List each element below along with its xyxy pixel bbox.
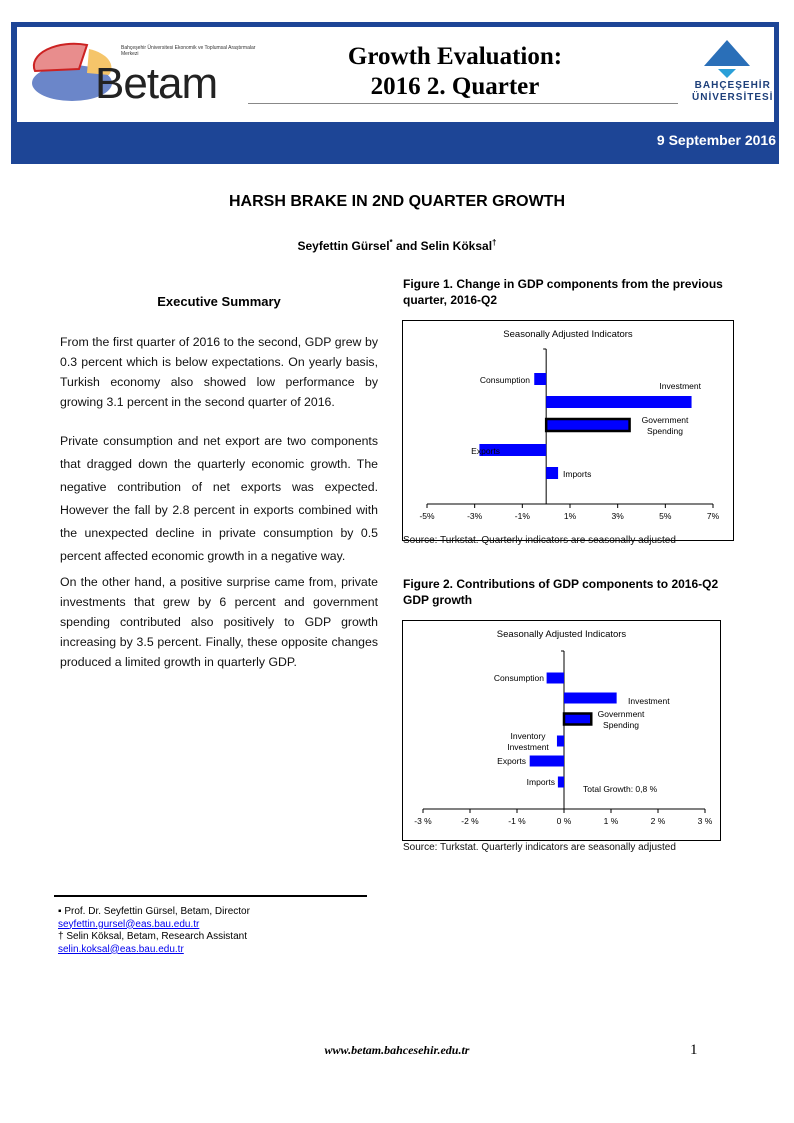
bar-inventory-investment [556, 735, 564, 747]
author-2-mark: † [492, 238, 497, 247]
x-tick-label: 5% [659, 511, 672, 521]
figure-1-chart: Seasonally Adjusted Indicators -5% -3% -1% 1… [402, 320, 734, 541]
total-growth-annotation: Total Growth: 0,8 % [583, 784, 658, 794]
bar-label: Imports [527, 777, 555, 787]
bar-label: Inventory Investment [507, 731, 549, 752]
headline: HARSH BRAKE IN 2ND QUARTER GROWTH [229, 193, 565, 210]
email-link-2[interactable]: selin.koksal@eas.bau.edu.tr [58, 943, 184, 955]
x-tick-label: 3 % [698, 816, 713, 826]
chart-title: Seasonally Adjusted Indicators [503, 329, 633, 340]
figure-1-caption: Figure 1. Change in GDP components from … [403, 277, 723, 307]
figure-2-caption: Figure 2. Contributions of GDP component… [403, 577, 719, 607]
bar-consumption [546, 672, 564, 684]
bar-label: Consumption [480, 375, 530, 385]
page-number: 1 [690, 1042, 698, 1058]
figure-2-source: Source: Turkstat. Quarterly indicators a… [403, 842, 676, 853]
x-tick-label: -2 % [461, 816, 479, 826]
authors-joiner: and [392, 239, 421, 253]
publication-date: 9 September 2016 [656, 132, 776, 148]
footnote-divider [54, 895, 367, 897]
betam-pie-logo-icon [32, 42, 112, 101]
report-title: Growth Evaluation: 2016 2. Quarter [300, 42, 610, 102]
x-tick-label: -1 % [508, 816, 526, 826]
university-line-2: ÜNİVERSİTESİ [692, 92, 774, 103]
bar-government-spending [544, 417, 631, 433]
bar-investment [564, 692, 617, 704]
x-tick-label: 7% [707, 511, 720, 521]
title-line-1: Growth Evaluation: [347, 43, 563, 70]
figure-1-source: Source: Turkstat. Quarterly indicators a… [403, 535, 676, 546]
bar-investment [546, 396, 692, 408]
x-tick-label: 3% [612, 511, 625, 521]
authors: Seyfettin Gürsel* and Selin Köksal† [0, 238, 794, 253]
bar-label: Exports [471, 446, 500, 456]
bar-consumption [534, 373, 547, 385]
bar-label: Exports [497, 756, 526, 766]
x-tick-label: 1 % [604, 816, 619, 826]
betam-logo: Betam [95, 59, 218, 108]
bar-imports [557, 776, 564, 788]
summary-heading: Executive Summary [157, 294, 281, 309]
bar-label: Investment [628, 696, 670, 706]
bar-label: Government Spending [642, 415, 689, 436]
summary-body: From the first quarter of 2016 to the se… [60, 332, 378, 672]
bar-imports [546, 467, 559, 479]
bar-label: Government Spending [598, 709, 645, 730]
x-tick-label: -3% [467, 511, 483, 521]
x-tick-label: -1% [515, 511, 531, 521]
footnote-2: † Selin Köksal, Betam, Research Assistan… [58, 931, 247, 942]
bar-government-spending [562, 712, 593, 726]
summary-paragraph: On the other hand, a positive surprise c… [60, 575, 378, 669]
figure-2-chart: Seasonally Adjusted Indicators -3 % -2 % -1… [402, 620, 721, 841]
bar-label: Consumption [494, 673, 544, 683]
university-name: BAHÇEŞEHİR ÜNİVERSİTESİ [692, 80, 773, 104]
author-1-mark: * [389, 238, 393, 247]
x-tick-label: -3 % [414, 816, 432, 826]
summary-paragraph: Private consumption and net export are t… [60, 434, 378, 563]
x-tick-label: 0 % [557, 816, 572, 826]
bar-exports [479, 444, 547, 456]
email-link-1[interactable]: seyfettin.gursel@eas.bau.edu.tr [58, 918, 200, 930]
x-tick-label: 1% [564, 511, 577, 521]
x-tick-label: 2 % [651, 816, 666, 826]
bar-label: Imports [563, 469, 591, 479]
footer-url[interactable]: www.betam.bahcesehir.edu.tr [324, 1043, 470, 1057]
title-divider [248, 103, 678, 104]
title-line-2: 2016 2. Quarter [370, 73, 540, 100]
logo-subtext: Bahçeşehir Üniversitesi Ekonomik ve Topl… [121, 45, 256, 57]
university-logo-icon [704, 40, 750, 78]
bar-exports [529, 755, 564, 767]
x-tick-label: -5% [419, 511, 435, 521]
summary-paragraph: From the first quarter of 2016 to the se… [60, 335, 378, 409]
footnote-1: ▪ Prof. Dr. Seyfettin Gürsel, Betam, Dir… [58, 906, 250, 917]
header-panel [17, 27, 774, 122]
bar-label: Investment [659, 381, 701, 391]
footnotes: ▪ Prof. Dr. Seyfettin Gürsel, Betam, Dir… [58, 906, 250, 956]
author-2: Selin Köksal [420, 239, 493, 253]
university-line-1: BAHÇEŞEHİR [694, 80, 771, 91]
chart-title: Seasonally Adjusted Indicators [497, 629, 627, 640]
author-1: Seyfettin Gürsel [297, 239, 390, 253]
